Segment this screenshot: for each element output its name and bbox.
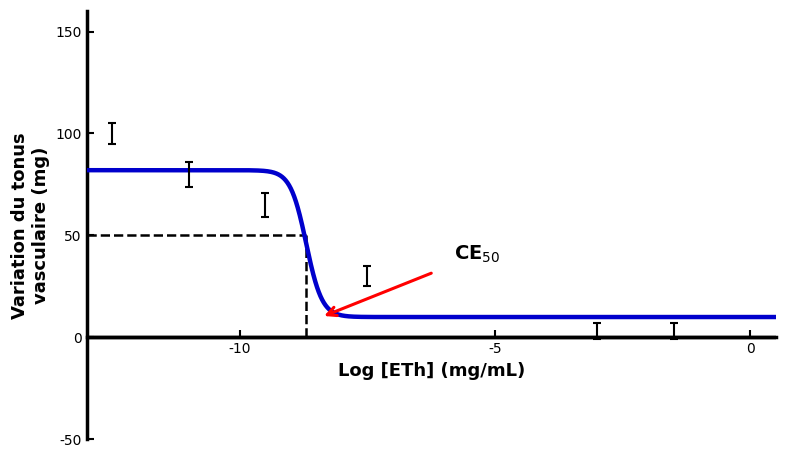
X-axis label: Log [ETh] (mg/mL): Log [ETh] (mg/mL): [338, 362, 525, 380]
Text: CE$_{50}$: CE$_{50}$: [454, 244, 501, 265]
Y-axis label: Variation du tonus
vasculaire (mg): Variation du tonus vasculaire (mg): [11, 132, 50, 319]
